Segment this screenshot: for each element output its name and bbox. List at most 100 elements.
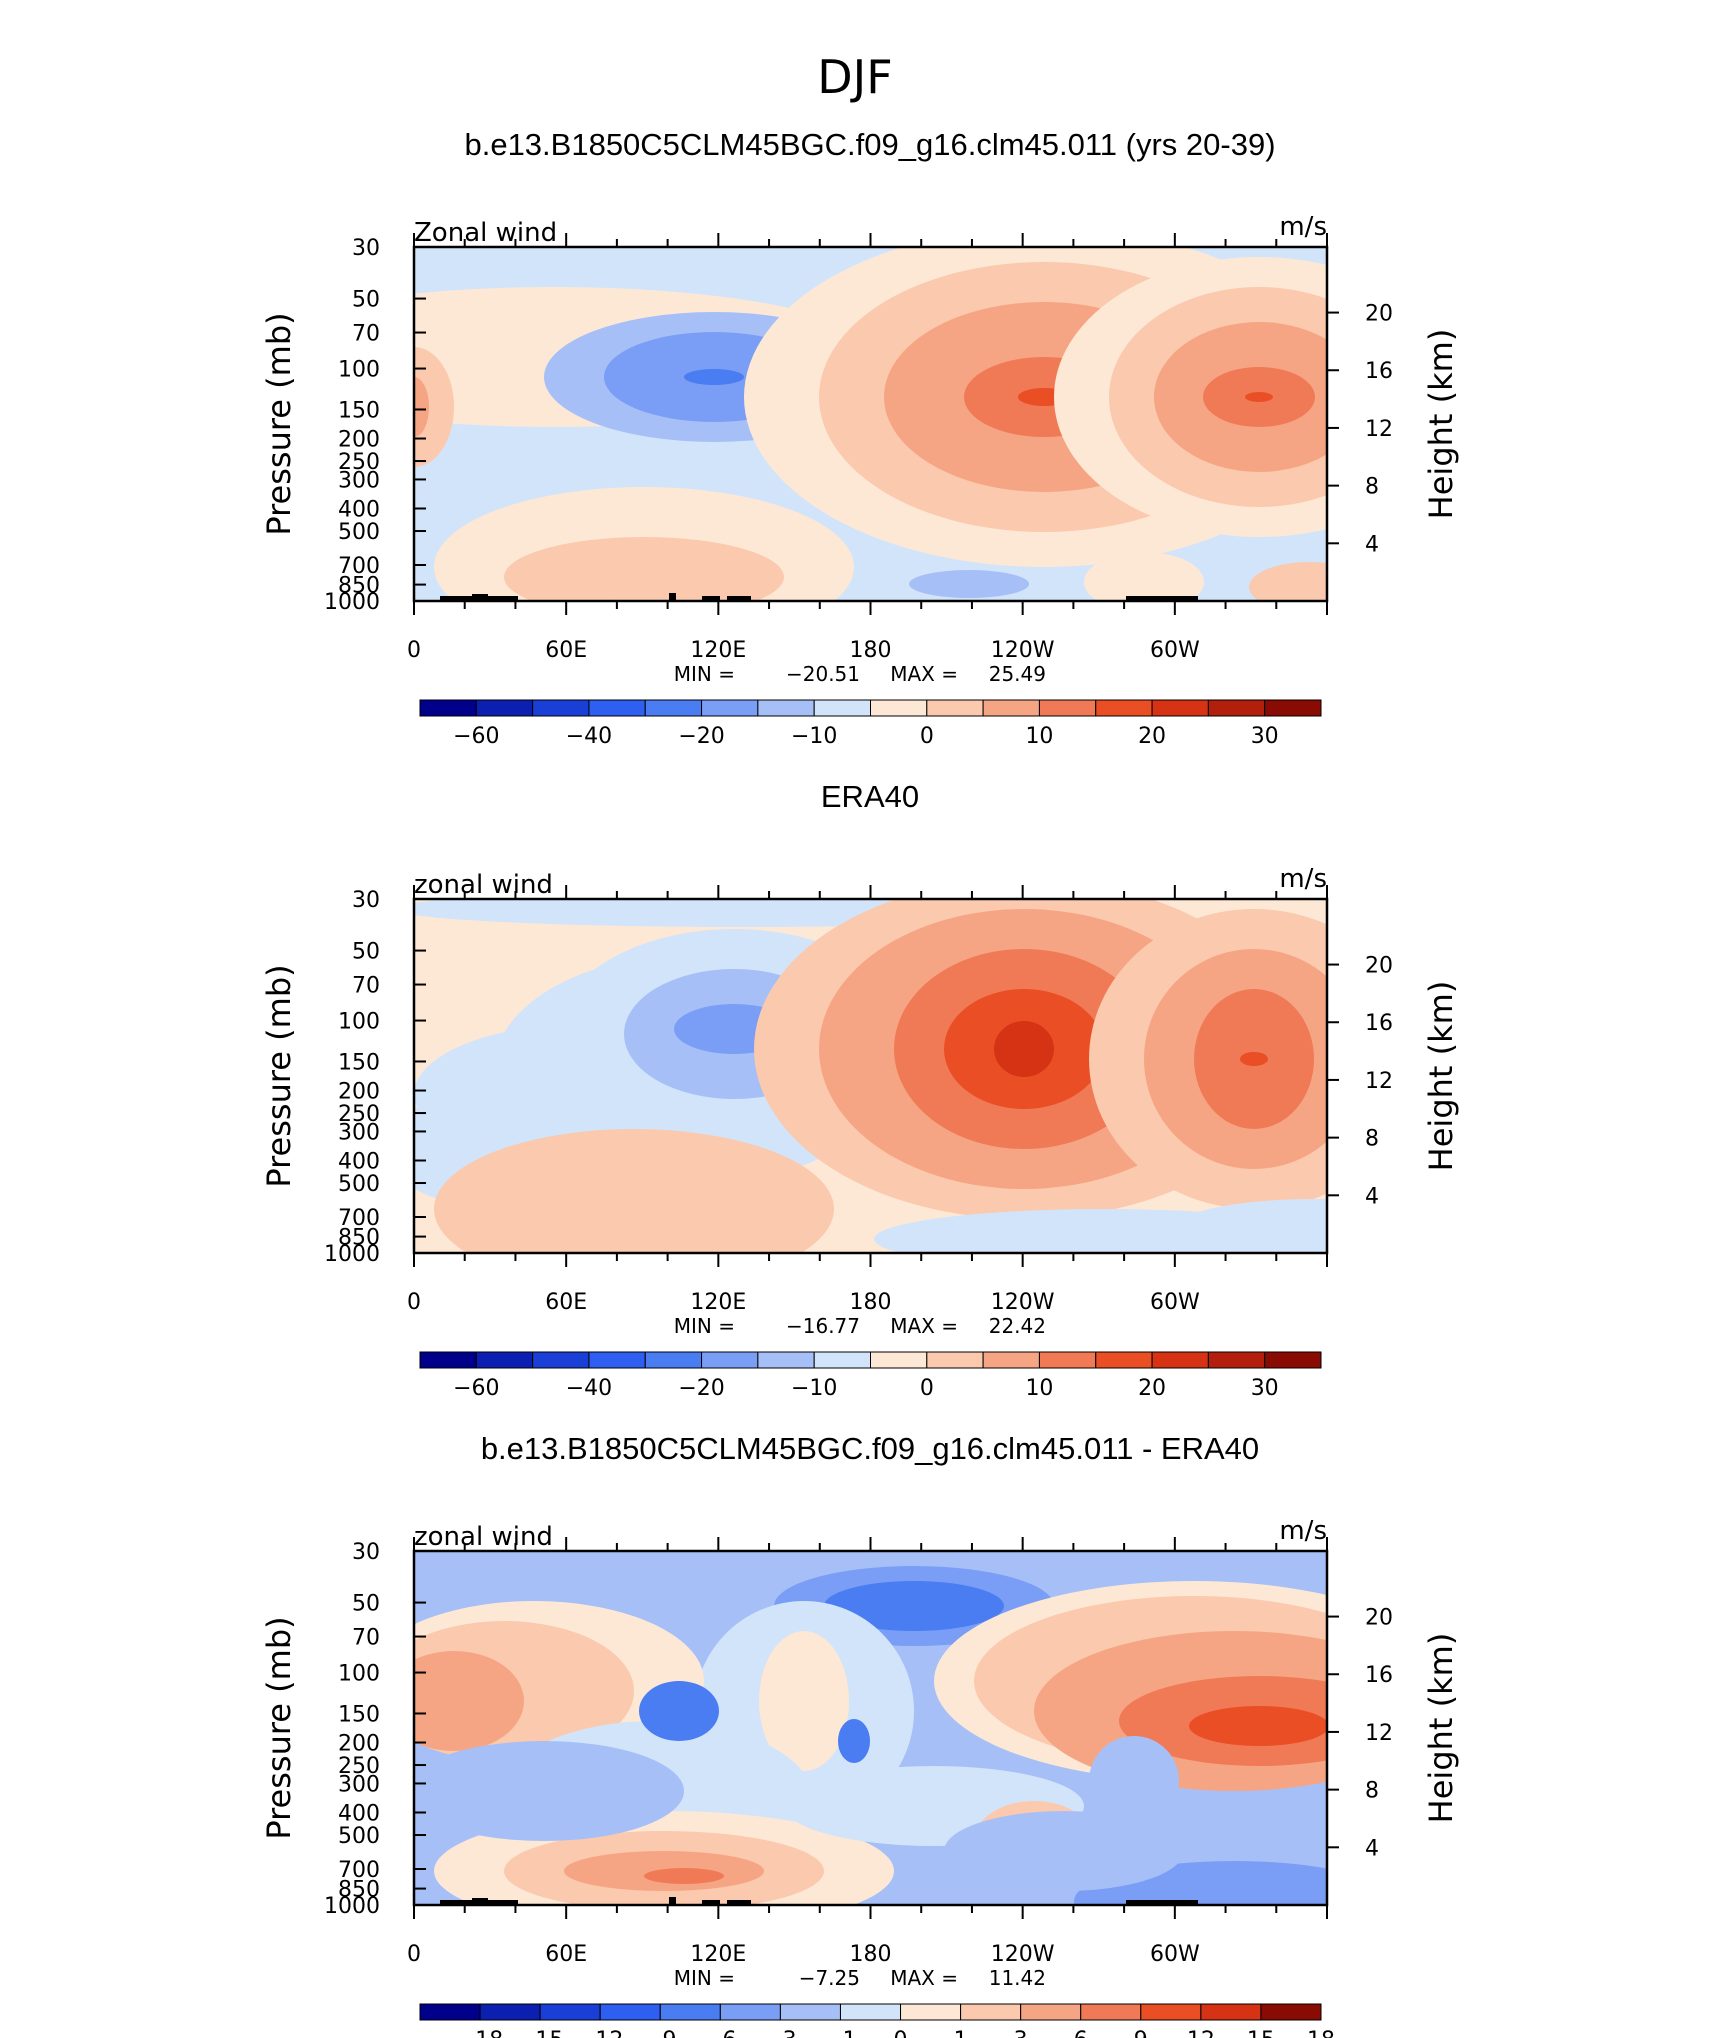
x-tick-label: 180 — [850, 1942, 892, 1967]
x-tick-label: 60W — [1150, 1942, 1200, 1967]
max-label: MAX = — [890, 1314, 958, 1338]
contour-region — [434, 1129, 834, 1253]
topography-bar — [488, 1900, 518, 1905]
y-tick-label: 30 — [352, 1540, 380, 1565]
contour-region — [944, 1811, 1184, 1891]
colorbar-label: 30 — [1251, 724, 1279, 749]
y-tick-label: 300 — [338, 1772, 380, 1797]
y-tick-label: 400 — [338, 497, 380, 522]
colorbar-label: 12 — [1187, 2028, 1215, 2038]
colorbar-box — [1095, 699, 1153, 717]
colorbar-box — [1264, 1351, 1322, 1369]
colorbar-box — [870, 699, 928, 717]
y-tick-label: 500 — [338, 520, 380, 545]
x-tick-label: 60W — [1150, 638, 1200, 663]
colorbar-label: −60 — [453, 1376, 499, 1401]
topography-bar — [472, 1898, 488, 1905]
max-label: MAX = — [890, 662, 958, 686]
panel-model: b.e13.B1850C5CLM45BGC.f09_g16.clm45.011 … — [260, 127, 1460, 749]
topography-bar — [440, 1900, 472, 1905]
colorbar-box — [475, 1351, 534, 1369]
y-tick-label: 500 — [338, 1824, 380, 1849]
x-tick-label: 0 — [407, 1942, 421, 1967]
colorbar-label: 0 — [920, 1376, 934, 1401]
y-tick-label: 250 — [338, 1102, 380, 1127]
colorbar-label: 3 — [1014, 2028, 1028, 2038]
colorbar-box — [1151, 1351, 1209, 1369]
contour-region — [1089, 1736, 1179, 1826]
colorbar-box — [1038, 699, 1097, 717]
colorbar-box — [1080, 2003, 1142, 2021]
y2-axis-title: Height (km) — [1422, 329, 1460, 520]
contour-region — [414, 377, 429, 437]
y-tick-label: 700 — [338, 554, 380, 579]
colorbar: −60 −40 −20 −10 0 10 20 30 — [419, 1351, 1322, 1401]
contour-region — [994, 1021, 1054, 1077]
min-label: MIN = — [674, 1966, 735, 1990]
y-tick-label: 500 — [338, 1172, 380, 1197]
colorbar-label: 1 — [954, 2028, 968, 2038]
contour-region — [838, 1719, 870, 1763]
contour-region — [639, 1681, 719, 1741]
colorbar-box — [1151, 699, 1209, 717]
y-axis-title: Pressure (mb) — [260, 1616, 298, 1839]
x-tick-label: 180 — [850, 638, 892, 663]
topography-bar — [702, 1900, 720, 1905]
colorbar-box — [813, 699, 871, 717]
x-tick-label: 60E — [545, 1942, 587, 1967]
y-axis-title: Pressure (mb) — [260, 964, 298, 1187]
min-value: −7.25 — [799, 1966, 860, 1990]
plot-area — [412, 897, 1329, 1255]
y2-tick-label: 16 — [1365, 1663, 1393, 1688]
topography-bar — [727, 596, 751, 601]
plot-area — [412, 245, 1329, 603]
topography-bar — [727, 1900, 751, 1905]
colorbar-box — [960, 2003, 1022, 2021]
contour-field — [414, 1551, 1327, 1905]
y-tick-label: 30 — [352, 888, 380, 913]
y2-axis-title: Height (km) — [1422, 1633, 1460, 1824]
y-tick-label: 1000 — [324, 1894, 380, 1919]
colorbar-box — [1095, 1351, 1153, 1369]
colorbar: −60 −40 −20 −10 0 10 20 30 — [419, 699, 1322, 749]
topography-bar — [702, 596, 720, 601]
y-tick-label: 200 — [338, 1080, 380, 1105]
min-label: MIN = — [674, 662, 735, 686]
y-tick-label: 700 — [338, 1858, 380, 1883]
variable-label: Zonal wind — [414, 218, 557, 248]
colorbar-box — [419, 699, 477, 717]
contour-region — [909, 570, 1029, 598]
y2-tick-label: 16 — [1365, 1011, 1393, 1036]
contour-region — [1084, 552, 1204, 601]
max-value: 25.49 — [989, 662, 1046, 686]
x-tick-label: 0 — [407, 638, 421, 663]
colorbar-box — [900, 2003, 962, 2021]
colorbar-box — [419, 2003, 481, 2021]
x-tick-label: 120E — [690, 638, 746, 663]
x-tick-label: 0 — [407, 1290, 421, 1315]
colorbar-label: 18 — [1307, 2028, 1335, 2038]
y-tick-label: 150 — [338, 1702, 380, 1727]
panel-title: ERA40 — [821, 779, 919, 814]
x-tick-label: 60W — [1150, 1290, 1200, 1315]
contour-field — [414, 899, 1327, 1253]
units-label: m/s — [1279, 212, 1327, 242]
y-tick-label: 400 — [338, 1149, 380, 1174]
x-tick-label: 120W — [991, 1290, 1055, 1315]
topography-bar — [669, 593, 676, 601]
contour-region — [1240, 1052, 1268, 1066]
colorbar-box — [644, 1351, 703, 1369]
colorbar-box — [1200, 2003, 1262, 2021]
topography-bar — [669, 1897, 676, 1905]
y-tick-label: 100 — [338, 1662, 380, 1687]
colorbar-label: 20 — [1138, 724, 1166, 749]
y-tick-label: 100 — [338, 358, 380, 383]
colorbar-box — [813, 1351, 871, 1369]
colorbar-box — [1207, 699, 1266, 717]
x-tick-label: 60E — [545, 1290, 587, 1315]
colorbar-box — [701, 699, 759, 717]
y-tick-label: 70 — [352, 322, 380, 347]
colorbar-box — [757, 1351, 815, 1369]
